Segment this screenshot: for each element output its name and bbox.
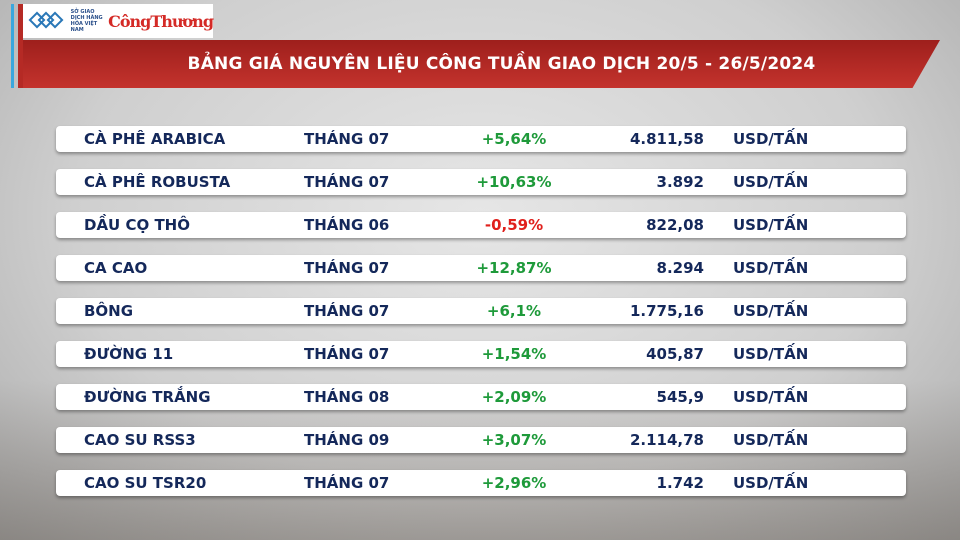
price-unit: USD/TẤN: [733, 173, 809, 191]
table-row: CÀ PHÊ ROBUSTA THÁNG 07 +10,63% 3.892 USD/TẤ…: [56, 169, 906, 195]
table-row: BÔNG THÁNG 07 +6,1% 1.775,16 USD/TẤN: [56, 298, 906, 324]
price-change: +2,09%: [481, 388, 547, 406]
price-change: +2,96%: [481, 474, 547, 492]
price-change: +6,1%: [486, 302, 542, 320]
title-banner: BẢNG GIÁ NGUYÊN LIỆU CÔNG TUẦN GIAO DỊCH…: [23, 40, 940, 88]
exchange-logo-icon: [28, 11, 64, 30]
contract-month: THÁNG 07: [304, 474, 390, 492]
table-row: CAO SU RSS3 THÁNG 09 +3,07% 2.114,78 USD/TẤN: [56, 427, 906, 453]
table-row: CA CAO THÁNG 07 +12,87% 8.294 USD/TẤN: [56, 255, 906, 281]
price-unit: USD/TẤN: [733, 302, 809, 320]
price-unit: USD/TẤN: [733, 431, 809, 449]
price-value: 545,9: [656, 388, 704, 406]
commodity-name: DẦU CỌ THÔ: [84, 216, 190, 234]
contract-month: THÁNG 08: [304, 388, 390, 406]
price-value: 8.294: [656, 259, 704, 277]
commodity-name: CAO SU TSR20: [84, 474, 207, 492]
price-value: 822,08: [646, 216, 704, 234]
price-unit: USD/TẤN: [733, 388, 809, 406]
contract-month: THÁNG 07: [304, 345, 390, 363]
price-unit: USD/TẤN: [733, 474, 809, 492]
contract-month: THÁNG 07: [304, 259, 390, 277]
price-value: 1.775,16: [629, 302, 704, 320]
price-value: 405,87: [646, 345, 704, 363]
price-change: +12,87%: [476, 259, 552, 277]
price-change: +10,63%: [476, 173, 552, 191]
contract-month: THÁNG 07: [304, 302, 390, 320]
price-value: 1.742: [656, 474, 704, 492]
price-value: 3.892: [656, 173, 704, 191]
commodity-name: ĐƯỜNG 11: [84, 345, 174, 363]
price-unit: USD/TẤN: [733, 345, 809, 363]
price-change: +3,07%: [481, 431, 547, 449]
brand-name: CôngThương: [108, 11, 214, 31]
price-unit: USD/TẤN: [733, 259, 809, 277]
page-title: BẢNG GIÁ NGUYÊN LIỆU CÔNG TUẦN GIAO DỊCH…: [187, 54, 816, 74]
price-unit: USD/TẤN: [733, 130, 809, 148]
commodity-name: ĐƯỜNG TRẮNG: [84, 388, 211, 406]
commodity-name: CAO SU RSS3: [84, 431, 196, 449]
exchange-name: SỞ GIAO DỊCH HÀNG HÓA VIỆT NAM: [70, 9, 103, 33]
contract-month: THÁNG 07: [304, 173, 390, 191]
commodity-name: CÀ PHÊ ARABICA: [84, 130, 226, 148]
table-row: CÀ PHÊ ARABICA THÁNG 07 +5,64% 4.811,58 USD/…: [56, 126, 906, 152]
commodity-name: CA CAO: [84, 259, 148, 277]
price-change: +1,54%: [481, 345, 547, 363]
price-value: 4.811,58: [629, 130, 704, 148]
accent-bar-red: [18, 4, 23, 88]
commodity-name: CÀ PHÊ ROBUSTA: [84, 173, 231, 191]
table-row: DẦU CỌ THÔ THÁNG 06 -0,59% 822,08 USD/TẤN: [56, 212, 906, 238]
price-change: +5,64%: [481, 130, 547, 148]
table-row: ĐƯỜNG TRẮNG THÁNG 08 +2,09% 545,9 USD/TẤN: [56, 384, 906, 410]
table-row: ĐƯỜNG 11 THÁNG 07 +1,54% 405,87 USD/TẤN: [56, 341, 906, 367]
contract-month: THÁNG 07: [304, 130, 390, 148]
table-row: CAO SU TSR20 THÁNG 07 +2,96% 1.742 USD/TẤN: [56, 470, 906, 496]
price-value: 2.114,78: [629, 431, 704, 449]
logo: SỞ GIAO DỊCH HÀNG HÓA VIỆT NAM CôngThươn…: [23, 4, 214, 38]
price-unit: USD/TẤN: [733, 216, 809, 234]
contract-month: THÁNG 06: [304, 216, 390, 234]
accent-bar-blue: [11, 4, 14, 88]
commodity-name: BÔNG: [84, 302, 134, 320]
price-change: -0,59%: [484, 216, 544, 234]
contract-month: THÁNG 09: [304, 431, 390, 449]
